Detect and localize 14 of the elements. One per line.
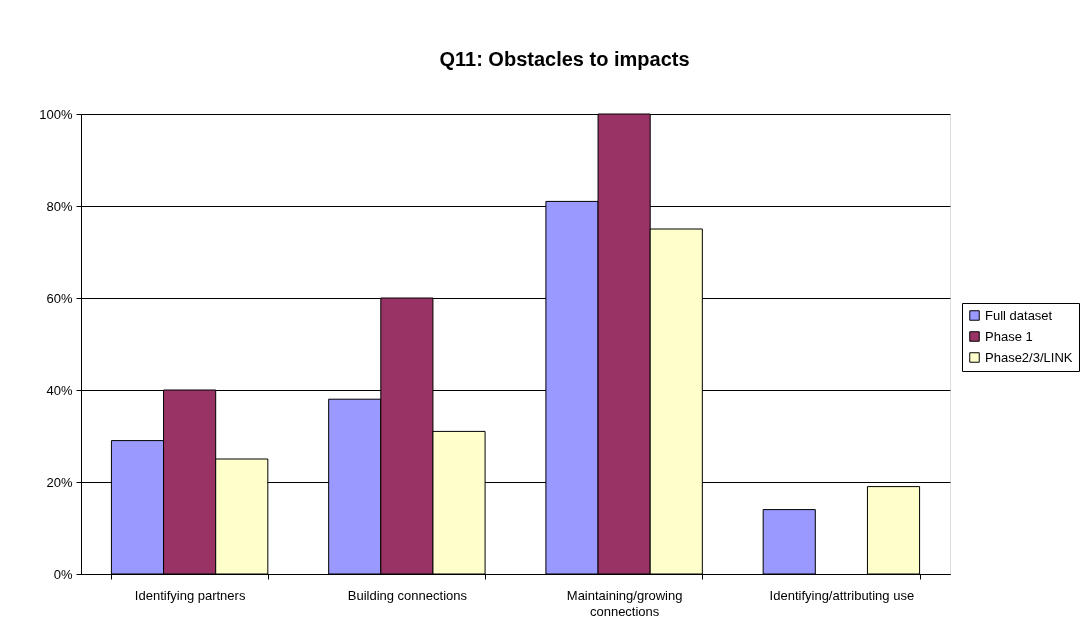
legend-label: Phase 1: [985, 328, 1033, 344]
y-tick-label: 20%: [46, 474, 73, 490]
y-tick-label: 80%: [46, 198, 73, 214]
x-tick-label: Building connections: [347, 587, 468, 603]
x-tick-label: Identifying/attributing use: [769, 587, 915, 603]
x-tick-label: Maintaining/growing connections: [566, 587, 683, 619]
chart-title: Q11: Obstacles to impacts: [439, 48, 690, 70]
legend-label: Full dataset: [985, 307, 1053, 323]
legend-label: Phase2/3/LINK: [985, 349, 1073, 365]
y-tick-label: 100%: [39, 106, 73, 122]
y-tick-label: 0%: [53, 566, 73, 582]
y-tick-label: 40%: [46, 382, 73, 398]
x-tick-label: Identifying partners: [134, 587, 246, 603]
y-tick-label: 60%: [46, 290, 73, 306]
